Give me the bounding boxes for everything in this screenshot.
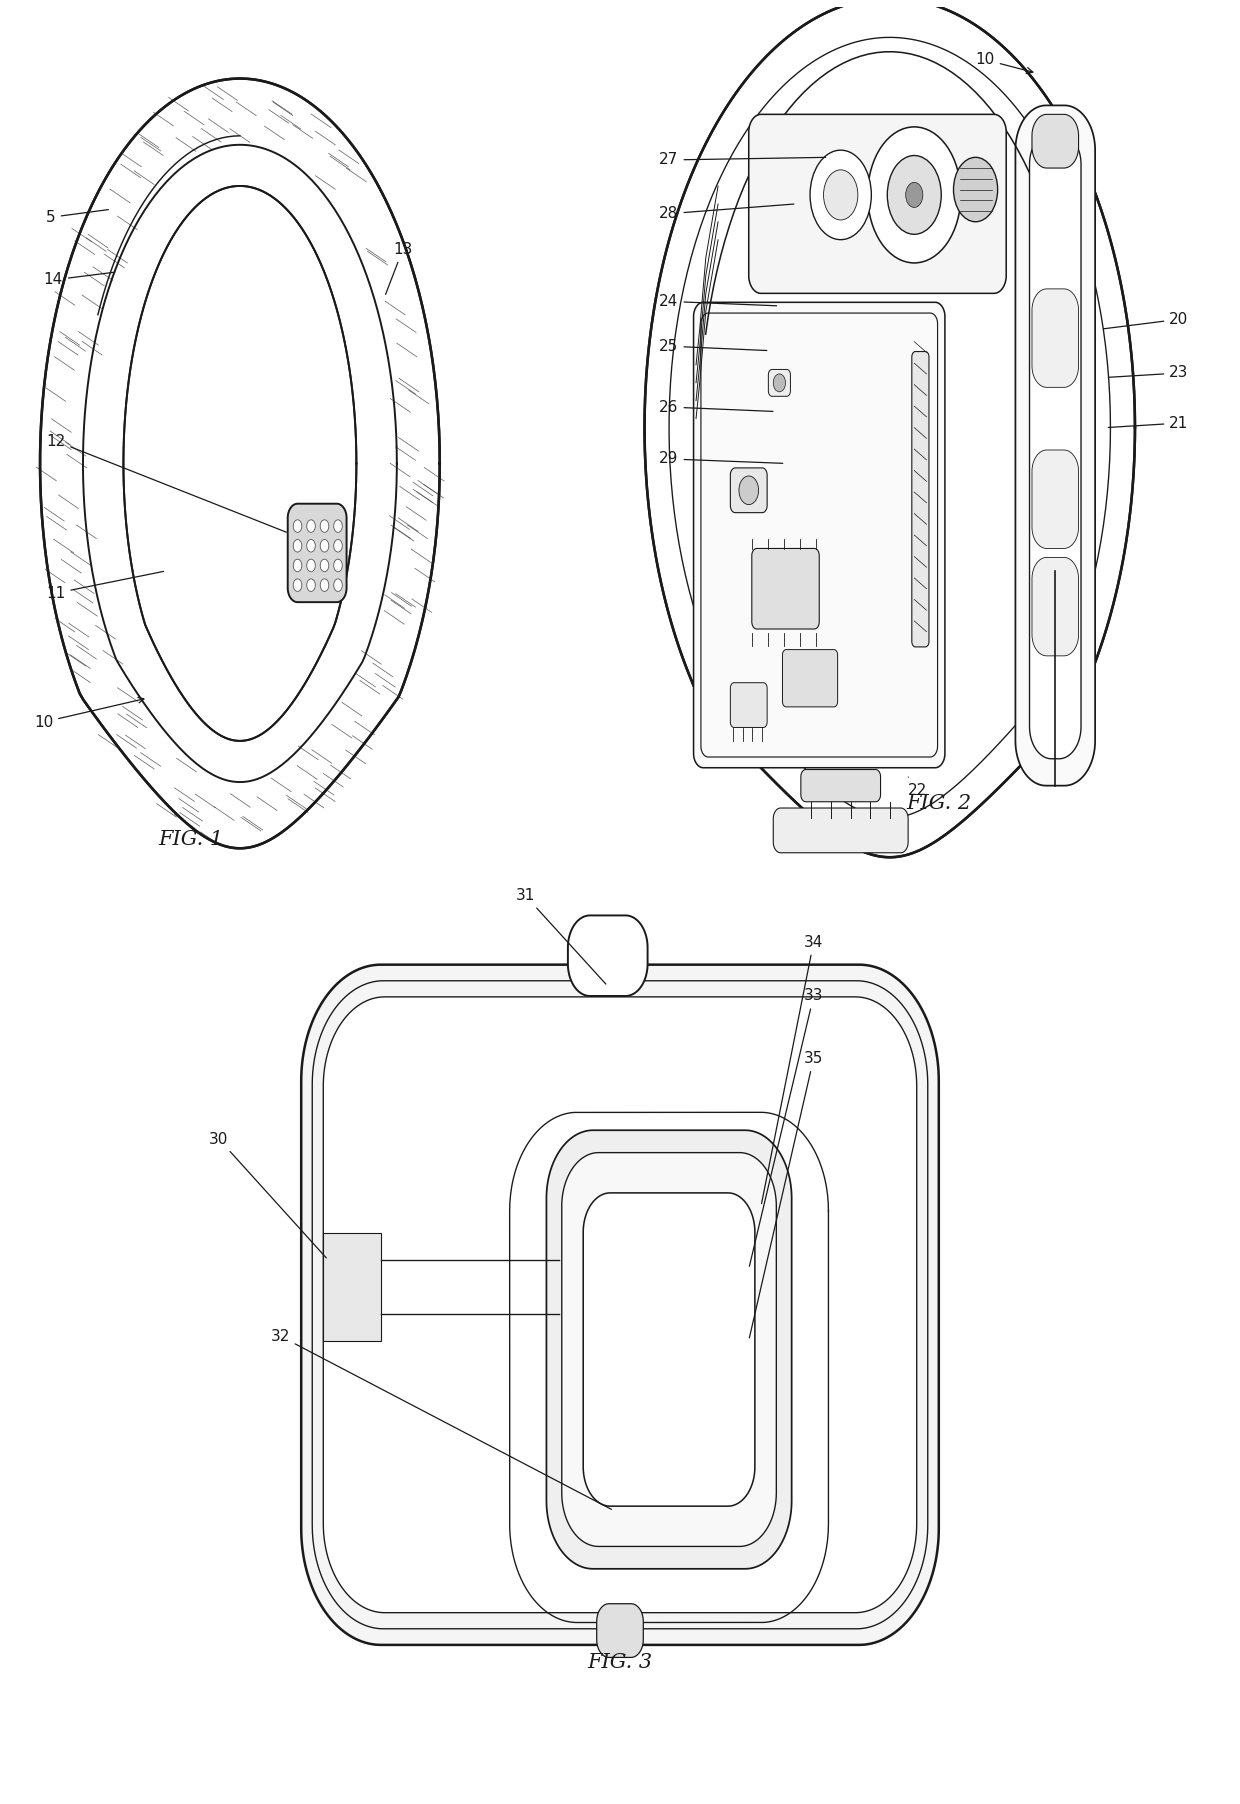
Text: 10: 10 bbox=[976, 52, 1033, 74]
Polygon shape bbox=[568, 915, 647, 996]
Polygon shape bbox=[749, 114, 1006, 294]
Text: 5: 5 bbox=[46, 209, 108, 226]
Text: 34: 34 bbox=[761, 934, 823, 1203]
Text: 21: 21 bbox=[1109, 415, 1189, 431]
Polygon shape bbox=[751, 548, 820, 630]
Circle shape bbox=[739, 476, 759, 505]
Text: 10: 10 bbox=[33, 698, 144, 729]
Text: 11: 11 bbox=[46, 572, 164, 601]
Polygon shape bbox=[730, 682, 768, 727]
Polygon shape bbox=[124, 186, 356, 741]
Circle shape bbox=[306, 520, 315, 532]
Circle shape bbox=[293, 539, 301, 552]
Text: 29: 29 bbox=[660, 451, 782, 467]
Circle shape bbox=[293, 520, 301, 532]
Polygon shape bbox=[288, 503, 346, 603]
Polygon shape bbox=[730, 467, 768, 512]
Text: 32: 32 bbox=[270, 1328, 611, 1510]
Circle shape bbox=[334, 559, 342, 572]
Polygon shape bbox=[40, 79, 440, 848]
Polygon shape bbox=[562, 1153, 776, 1546]
Polygon shape bbox=[1016, 105, 1095, 787]
Text: 30: 30 bbox=[210, 1131, 326, 1257]
Polygon shape bbox=[1032, 557, 1079, 657]
Circle shape bbox=[320, 559, 329, 572]
Polygon shape bbox=[774, 808, 908, 853]
Circle shape bbox=[823, 170, 858, 220]
Polygon shape bbox=[596, 1604, 644, 1658]
Text: 14: 14 bbox=[43, 272, 114, 287]
Text: 13: 13 bbox=[386, 242, 413, 294]
Polygon shape bbox=[769, 370, 790, 397]
Polygon shape bbox=[1029, 132, 1081, 759]
Text: 20: 20 bbox=[1104, 312, 1189, 328]
Text: 33: 33 bbox=[749, 989, 823, 1266]
Text: FIG. 1: FIG. 1 bbox=[159, 830, 223, 850]
Polygon shape bbox=[583, 1192, 755, 1506]
Text: 26: 26 bbox=[660, 399, 773, 415]
Polygon shape bbox=[782, 649, 838, 707]
Circle shape bbox=[306, 559, 315, 572]
Polygon shape bbox=[324, 998, 916, 1613]
Text: FIG. 2: FIG. 2 bbox=[906, 794, 971, 814]
Circle shape bbox=[810, 150, 872, 240]
Polygon shape bbox=[911, 352, 929, 648]
Circle shape bbox=[905, 182, 923, 207]
Text: 22: 22 bbox=[908, 778, 928, 797]
Circle shape bbox=[774, 373, 785, 391]
Polygon shape bbox=[1032, 289, 1079, 388]
Circle shape bbox=[954, 157, 998, 222]
Text: 35: 35 bbox=[749, 1052, 823, 1339]
Circle shape bbox=[868, 126, 961, 263]
Text: 28: 28 bbox=[660, 204, 794, 222]
Circle shape bbox=[293, 559, 301, 572]
Polygon shape bbox=[301, 965, 939, 1645]
Circle shape bbox=[320, 579, 329, 592]
Text: 31: 31 bbox=[516, 888, 606, 983]
Circle shape bbox=[306, 579, 315, 592]
Text: 27: 27 bbox=[660, 153, 826, 168]
Circle shape bbox=[334, 579, 342, 592]
Text: 12: 12 bbox=[46, 433, 286, 532]
Circle shape bbox=[293, 579, 301, 592]
Polygon shape bbox=[645, 0, 1135, 857]
Polygon shape bbox=[801, 770, 880, 801]
Circle shape bbox=[888, 155, 941, 235]
Polygon shape bbox=[1032, 114, 1079, 168]
Polygon shape bbox=[693, 303, 945, 769]
Circle shape bbox=[334, 520, 342, 532]
Polygon shape bbox=[547, 1131, 791, 1569]
Text: 24: 24 bbox=[660, 294, 776, 308]
Polygon shape bbox=[324, 1234, 381, 1340]
Text: 25: 25 bbox=[660, 339, 766, 354]
Text: 23: 23 bbox=[1109, 366, 1189, 381]
Text: FIG. 3: FIG. 3 bbox=[588, 1652, 652, 1672]
Circle shape bbox=[334, 539, 342, 552]
Circle shape bbox=[320, 539, 329, 552]
Circle shape bbox=[320, 520, 329, 532]
Circle shape bbox=[306, 539, 315, 552]
Polygon shape bbox=[1032, 449, 1079, 548]
